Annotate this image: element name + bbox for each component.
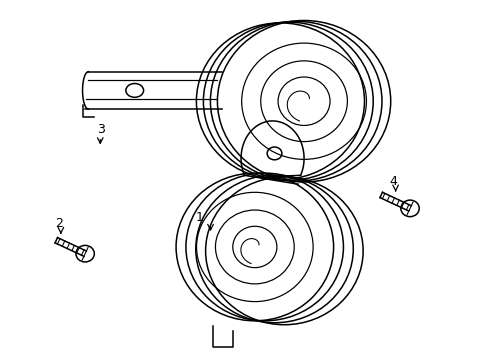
Text: 2: 2 [55, 217, 63, 230]
Text: 4: 4 [389, 175, 397, 188]
Text: 3: 3 [97, 123, 105, 136]
Text: 1: 1 [195, 211, 203, 224]
